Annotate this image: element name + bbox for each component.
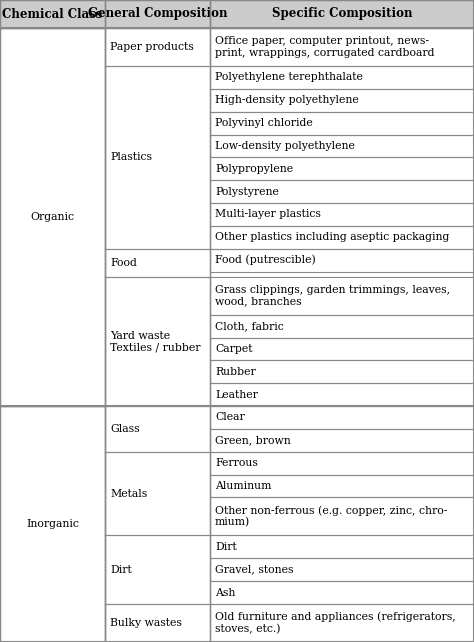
Bar <box>105 406 210 452</box>
Bar <box>210 498 474 535</box>
Bar <box>0 28 105 406</box>
Bar <box>210 559 474 581</box>
Text: Grass clippings, garden trimmings, leaves,
wood, branches: Grass clippings, garden trimmings, leave… <box>215 285 450 306</box>
Text: Metals: Metals <box>110 489 147 499</box>
Text: Other plastics including aseptic packaging: Other plastics including aseptic packagi… <box>215 232 449 242</box>
Text: Clear: Clear <box>215 412 245 422</box>
Bar <box>210 248 474 272</box>
Bar <box>105 248 210 277</box>
Bar <box>210 226 474 248</box>
Text: Polypropylene: Polypropylene <box>215 164 293 174</box>
Text: Low-density polyethylene: Low-density polyethylene <box>215 141 355 151</box>
Bar <box>105 66 210 248</box>
Bar <box>210 66 474 89</box>
Bar <box>210 203 474 226</box>
Text: Other non-ferrous (e.g. copper, zinc, chro-
mium): Other non-ferrous (e.g. copper, zinc, ch… <box>215 505 447 528</box>
Text: Polyvinyl chloride: Polyvinyl chloride <box>215 118 313 128</box>
Bar <box>0 406 105 642</box>
Text: Green, brown: Green, brown <box>215 435 291 446</box>
Text: Dirt: Dirt <box>215 542 237 552</box>
Text: Rubber: Rubber <box>215 367 256 377</box>
Text: Ferrous: Ferrous <box>215 458 258 468</box>
Bar <box>210 89 474 112</box>
Bar <box>210 535 474 559</box>
Text: Carpet: Carpet <box>215 344 253 354</box>
Bar <box>105 535 210 604</box>
Text: Bulky wastes: Bulky wastes <box>110 618 182 628</box>
Text: Organic: Organic <box>30 212 74 222</box>
Bar <box>210 28 474 66</box>
Bar <box>210 180 474 203</box>
Bar <box>210 406 474 429</box>
Text: Polyethylene terephthalate: Polyethylene terephthalate <box>215 73 363 82</box>
Text: Paper products: Paper products <box>110 42 194 52</box>
Text: Polystyrene: Polystyrene <box>215 187 279 196</box>
Bar <box>210 338 474 360</box>
Text: Yard waste
Textiles / rubber: Yard waste Textiles / rubber <box>110 331 201 352</box>
Text: Cloth, fabric: Cloth, fabric <box>215 321 284 331</box>
Bar <box>210 429 474 452</box>
Bar <box>105 277 210 406</box>
Text: Office paper, computer printout, news-
print, wrappings, corrugated cardboard: Office paper, computer printout, news- p… <box>215 36 435 58</box>
Text: Old furniture and appliances (refrigerators,
stoves, etc.): Old furniture and appliances (refrigerat… <box>215 612 456 634</box>
Text: Inorganic: Inorganic <box>26 519 79 529</box>
Text: General Composition: General Composition <box>88 8 227 21</box>
Text: Ash: Ash <box>215 587 236 598</box>
Bar <box>210 112 474 135</box>
Bar <box>210 360 474 383</box>
Text: High-density polyethylene: High-density polyethylene <box>215 95 359 105</box>
Bar <box>105 604 210 642</box>
Bar <box>210 157 474 180</box>
Bar <box>210 452 474 474</box>
Text: Chemical Class: Chemical Class <box>2 8 103 21</box>
Bar <box>210 604 474 642</box>
Bar <box>210 383 474 406</box>
Text: Plastics: Plastics <box>110 152 152 162</box>
Bar <box>210 315 474 338</box>
Bar <box>0 0 474 28</box>
Text: Food (putrescible): Food (putrescible) <box>215 255 316 265</box>
Bar <box>210 581 474 604</box>
Bar <box>210 474 474 498</box>
Text: Multi-layer plastics: Multi-layer plastics <box>215 209 321 220</box>
Text: Dirt: Dirt <box>110 565 132 575</box>
Text: Aluminum: Aluminum <box>215 481 272 491</box>
Text: Leather: Leather <box>215 390 258 399</box>
Bar <box>105 28 210 66</box>
Text: Food: Food <box>110 257 137 268</box>
Text: Specific Composition: Specific Composition <box>272 8 412 21</box>
Text: Gravel, stones: Gravel, stones <box>215 565 293 575</box>
Bar <box>210 135 474 157</box>
Text: Glass: Glass <box>110 424 140 434</box>
Bar <box>210 277 474 315</box>
Bar <box>105 452 210 535</box>
